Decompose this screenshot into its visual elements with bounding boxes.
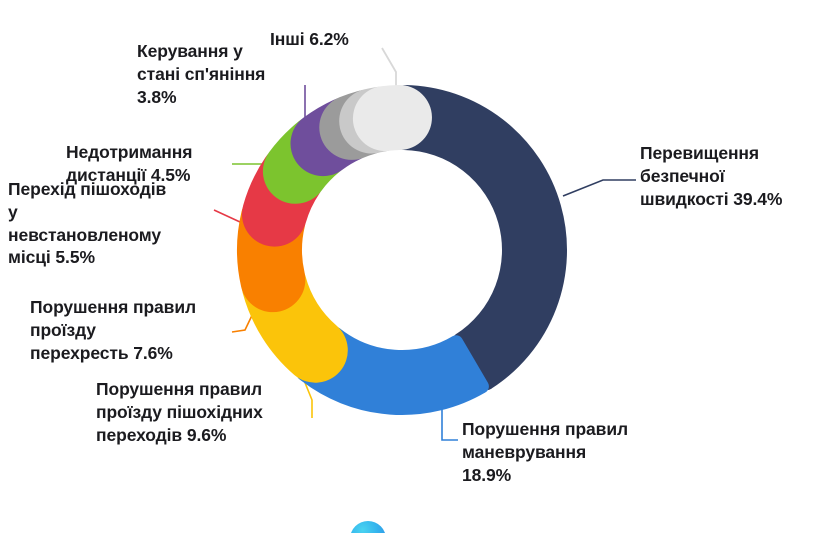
donut-slice-cap — [449, 335, 489, 394]
donut-slice — [403, 85, 567, 390]
logo-dot-icon — [350, 521, 386, 533]
leader-line-maneuver — [441, 404, 458, 441]
donut-slice — [352, 85, 432, 152]
slice-label-maneuver: Порушення правил маневрування 18.9% — [462, 419, 629, 485]
slice-label-distance: Недотримання дистанції 4.5% — [66, 142, 193, 185]
slice-label-pedestrian: Перехід пішоходів у невстановленому місц… — [8, 179, 167, 268]
slice-label-crossroad: Порушення правил проїзду перехресть 7.6% — [30, 297, 197, 363]
slice-label-crosswalk: Порушення правил проїзду пішохідних пере… — [96, 379, 263, 445]
slice-label-drunk: Керування у стані сп'яніння 3.8% — [137, 41, 266, 107]
leader-line-speeding — [562, 179, 636, 197]
donut-slices-group — [237, 85, 567, 415]
slice-label-speeding: Перевищення безпечної швидкості 39.4% — [640, 143, 783, 209]
slice-label-other: Інші 6.2% — [270, 29, 349, 49]
